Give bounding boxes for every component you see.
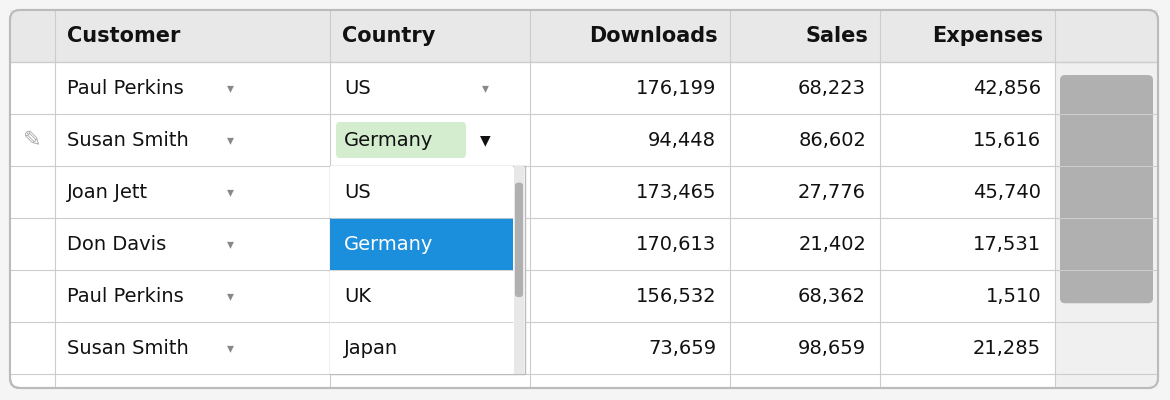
Text: 68,362: 68,362 [798, 286, 866, 306]
Bar [11, 10, 1158, 62]
Text: Germany: Germany [344, 234, 433, 254]
Text: ▾: ▾ [482, 237, 489, 251]
Text: 156,532: 156,532 [635, 286, 716, 306]
FancyBboxPatch shape [515, 183, 523, 297]
Text: 17,531: 17,531 [973, 234, 1041, 254]
Text: Sales: Sales [805, 26, 868, 46]
FancyBboxPatch shape [336, 122, 466, 158]
Bar [11, 270, 1158, 322]
Bar [1055, 62, 1158, 388]
Text: ▾: ▾ [227, 185, 234, 199]
Text: 42,856: 42,856 [973, 78, 1041, 98]
Text: UK: UK [344, 286, 371, 306]
Text: Expenses: Expenses [931, 26, 1042, 46]
Text: 73,659: 73,659 [648, 338, 716, 358]
Text: UK: UK [344, 286, 371, 306]
Text: Customer: Customer [67, 26, 180, 46]
Text: Japan: Japan [344, 338, 398, 358]
Text: ▾: ▾ [227, 81, 234, 95]
Text: Joan Jett: Joan Jett [67, 182, 149, 202]
Text: Germany: Germany [344, 130, 433, 150]
Bar [514, 166, 524, 374]
Text: Don Davis: Don Davis [67, 234, 166, 254]
Text: Country: Country [342, 26, 435, 46]
Bar [330, 218, 512, 270]
Text: 21,402: 21,402 [798, 234, 866, 254]
Text: Japan: Japan [344, 338, 398, 358]
Text: 45,740: 45,740 [973, 182, 1041, 202]
Text: ▼: ▼ [480, 133, 490, 147]
Text: Susan Smith: Susan Smith [67, 338, 188, 358]
Bar [330, 322, 512, 374]
Text: 27,776: 27,776 [798, 182, 866, 202]
Text: ▾: ▾ [227, 341, 234, 355]
Text: Paul Perkins: Paul Perkins [67, 286, 184, 306]
Text: 68,223: 68,223 [798, 78, 866, 98]
Text: ▾: ▾ [227, 237, 234, 251]
Text: US: US [344, 78, 371, 98]
Bar [330, 166, 525, 374]
Bar [330, 166, 512, 218]
Text: ▾: ▾ [482, 289, 489, 303]
Text: Susan Smith: Susan Smith [67, 130, 188, 150]
Bar [330, 270, 512, 322]
Text: ▾: ▾ [227, 289, 234, 303]
Text: 15,616: 15,616 [973, 130, 1041, 150]
Bar [11, 114, 1158, 166]
Text: US: US [344, 182, 371, 202]
Bar [11, 166, 1158, 218]
Text: 21,285: 21,285 [973, 338, 1041, 358]
FancyBboxPatch shape [1060, 75, 1152, 303]
Text: Germany: Germany [344, 234, 433, 254]
Text: Paul Perkins: Paul Perkins [67, 78, 184, 98]
Text: ▾: ▾ [482, 81, 489, 95]
Text: 98,659: 98,659 [798, 338, 866, 358]
Text: ▾: ▾ [482, 341, 489, 355]
Text: 176,199: 176,199 [635, 78, 716, 98]
Bar [11, 322, 1158, 374]
Bar [11, 62, 1158, 114]
Bar [11, 218, 1158, 270]
Text: ▾: ▾ [227, 133, 234, 147]
Text: Downloads: Downloads [590, 26, 718, 46]
Text: 1,510: 1,510 [985, 286, 1041, 306]
Text: ✎: ✎ [23, 130, 42, 150]
Text: 173,465: 173,465 [635, 182, 716, 202]
Text: 170,613: 170,613 [635, 234, 716, 254]
Text: 86,602: 86,602 [798, 130, 866, 150]
FancyBboxPatch shape [11, 10, 1158, 388]
Text: 94,448: 94,448 [648, 130, 716, 150]
Text: US: US [344, 182, 371, 202]
Text: ▾: ▾ [482, 185, 489, 199]
